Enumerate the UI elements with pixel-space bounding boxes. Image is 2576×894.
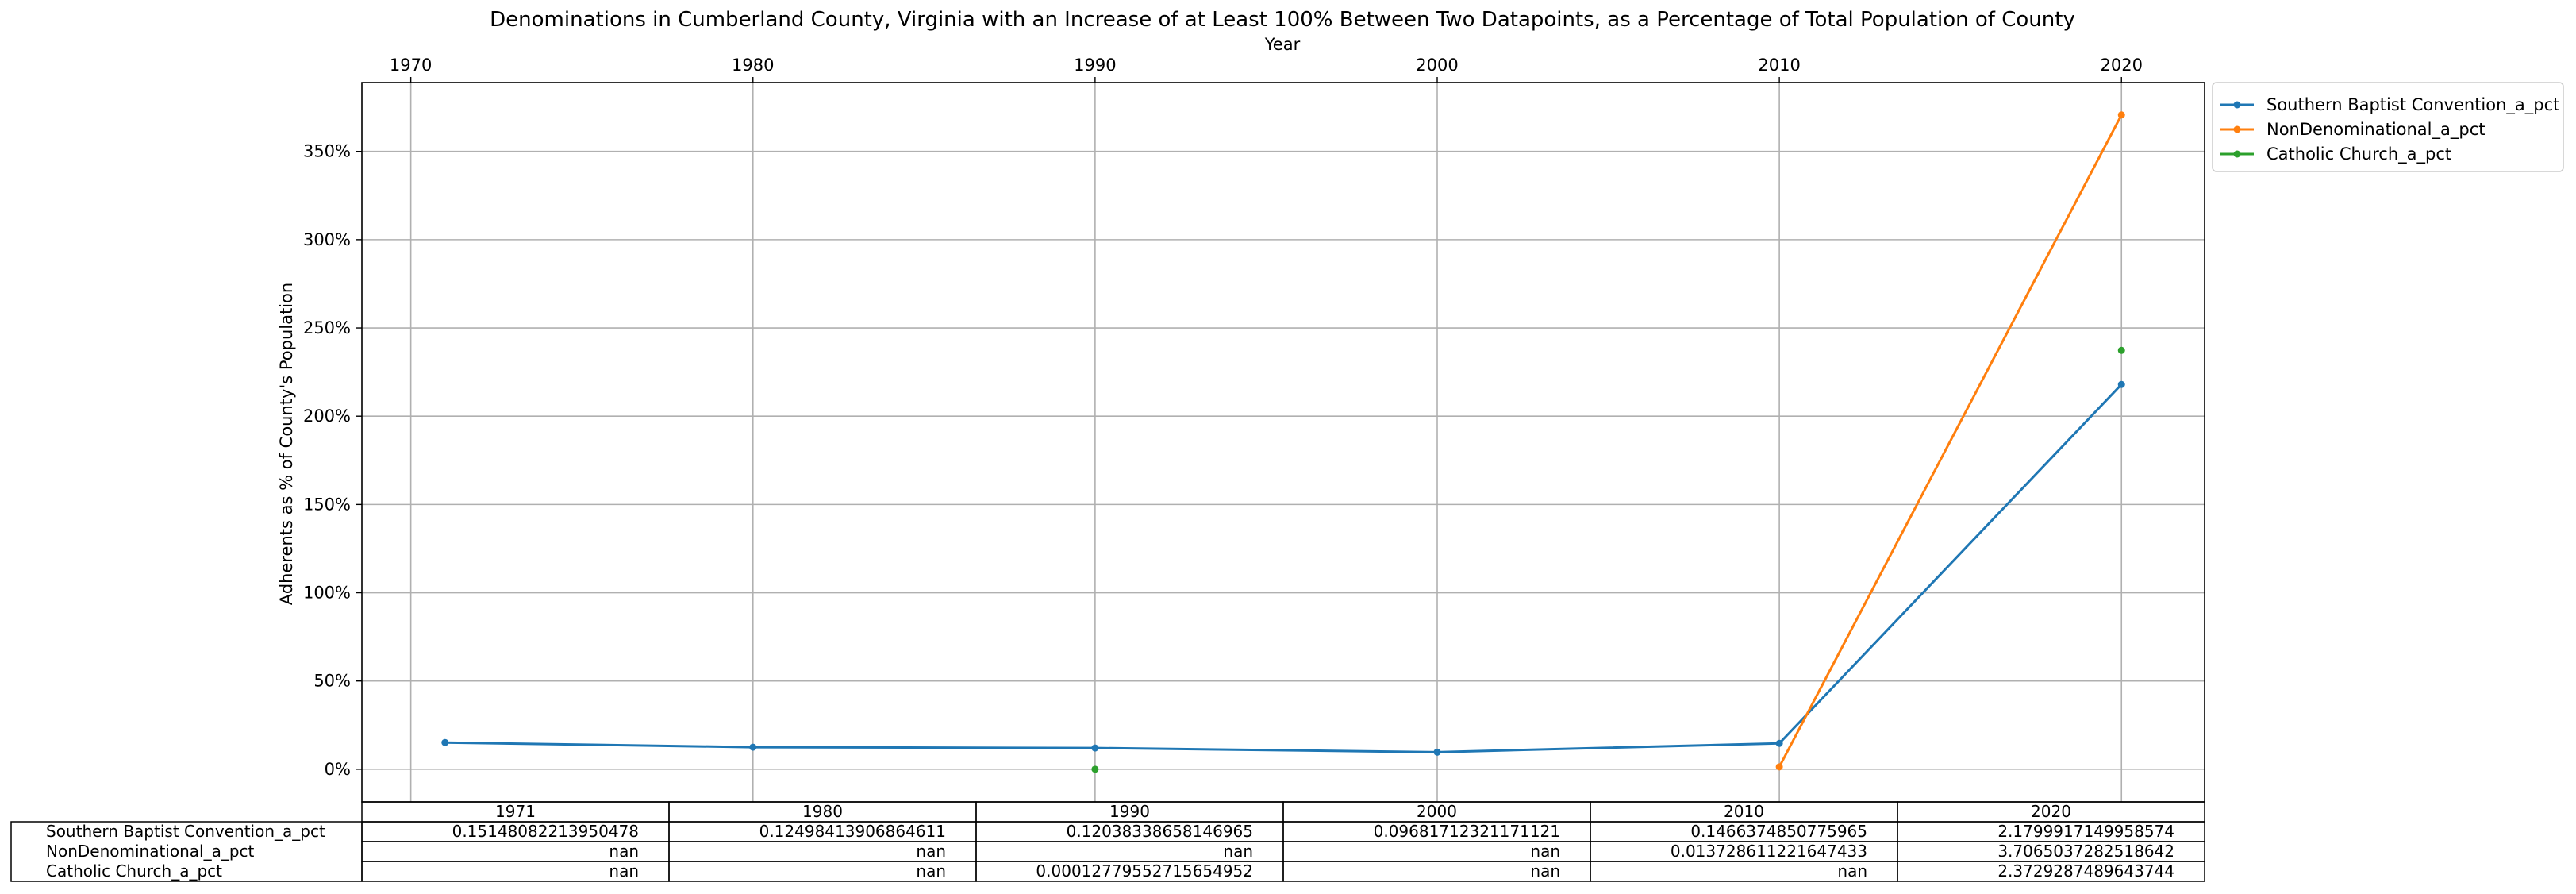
y-tick-label: 150% — [303, 495, 351, 514]
x-axis-ticks: 1970 1980 1990 2000 2010 2020 — [390, 56, 2143, 83]
data-point — [1091, 744, 1099, 752]
data-point — [2117, 380, 2125, 388]
y-tick-label: 0% — [325, 760, 351, 779]
table-cell: nan — [916, 861, 946, 881]
x-tick-label: 2020 — [2101, 56, 2143, 75]
series-line-segment — [1436, 742, 1781, 753]
y-tick-label: 250% — [303, 318, 351, 337]
table-cell: 0.09681712321171121 — [1374, 822, 1560, 841]
series-lines — [444, 114, 2123, 769]
legend-frame — [2212, 82, 2564, 172]
x-tick-label: 1970 — [390, 56, 432, 75]
legend-marker — [2233, 101, 2241, 109]
series-line-segment — [444, 741, 755, 749]
table-row-label: Southern Baptist Convention_a_pct — [46, 822, 325, 841]
y-axis-label: Adherents as % of County's Population — [277, 283, 296, 605]
data-point — [1775, 739, 1783, 747]
table-row-label: NonDenominational_a_pct — [46, 842, 255, 861]
chart-title: Denominations in Cumberland County, Virg… — [490, 8, 2075, 32]
data-point — [749, 743, 757, 751]
grid-lines — [362, 83, 2205, 802]
legend-label: Southern Baptist Convention_a_pct — [2266, 95, 2559, 115]
data-point — [2117, 111, 2125, 119]
data-point — [1775, 763, 1783, 771]
legend-label: NonDenominational_a_pct — [2266, 120, 2486, 140]
legend-marker — [2233, 125, 2241, 133]
table-column-header: 2020 — [2031, 802, 2071, 821]
table-column-header: 1971 — [495, 802, 536, 821]
table-cell: 2.1799917149958574 — [1997, 822, 2174, 841]
table-cell: 0.1466374850775965 — [1690, 822, 1867, 841]
table-cell: nan — [1837, 861, 1867, 881]
table-cell: nan — [1223, 842, 1253, 861]
table-cell: nan — [1530, 842, 1560, 861]
table-cell-border — [1897, 861, 2205, 882]
table-cell: 3.7065037282518642 — [1997, 842, 2174, 861]
y-tick-label: 50% — [313, 672, 351, 691]
table-cell: nan — [609, 842, 639, 861]
table-cell: nan — [1530, 861, 1560, 881]
table-cell: nan — [609, 861, 639, 881]
legend-label: Catholic Church_a_pct — [2266, 145, 2451, 164]
series-line-segment — [1094, 746, 1439, 753]
y-tick-label: 300% — [303, 230, 351, 249]
y-tick-label: 100% — [303, 584, 351, 603]
x-tick-label: 2010 — [1758, 56, 1800, 75]
x-axis-label: Year — [1264, 35, 1301, 54]
table-cell: 2.3729287489643744 — [1997, 861, 2174, 881]
table-row-label: Catholic Church_a_pct — [46, 861, 222, 881]
series-line-segment — [1778, 383, 2123, 745]
table-cell: 0.12038338658146965 — [1067, 822, 1253, 841]
table-column-header: 1990 — [1109, 802, 1150, 821]
series-line-segment — [752, 746, 1097, 749]
data-table: 1971 1980 1990 2000 2010 2020 Southern Baptist… — [10, 801, 2205, 882]
data-point — [1433, 748, 1441, 756]
table-column-header: 2010 — [1724, 802, 1764, 821]
data-point — [441, 738, 449, 746]
table-cell: 0.15148082213950478 — [452, 822, 639, 841]
x-tick-label: 2000 — [1416, 56, 1458, 75]
series-line-segment — [1778, 114, 2123, 769]
legend: Southern Baptist Convention_a_pct NonDeno… — [2212, 82, 2564, 172]
table-column-header: 1980 — [802, 802, 843, 821]
table-column-header: 2000 — [1417, 802, 1457, 821]
y-tick-label: 200% — [303, 407, 351, 426]
plot-area-frame — [361, 82, 2205, 803]
data-point — [2117, 346, 2125, 354]
table-cell: 0.00012779552715654952 — [1036, 861, 1253, 881]
y-axis-ticks: 0% 50% 100% 150% 200% 250% 300% 350% — [303, 142, 362, 779]
x-tick-label: 1990 — [1074, 56, 1116, 75]
table-cell: nan — [916, 842, 946, 861]
y-tick-label: 350% — [303, 142, 351, 161]
table-cell: 0.12498413906864611 — [759, 822, 946, 841]
table-cell: 0.013728611221647433 — [1671, 842, 1867, 861]
legend-marker — [2233, 150, 2241, 158]
data-point — [1091, 765, 1099, 773]
series-points — [441, 111, 2125, 773]
x-tick-label: 1980 — [732, 56, 774, 75]
